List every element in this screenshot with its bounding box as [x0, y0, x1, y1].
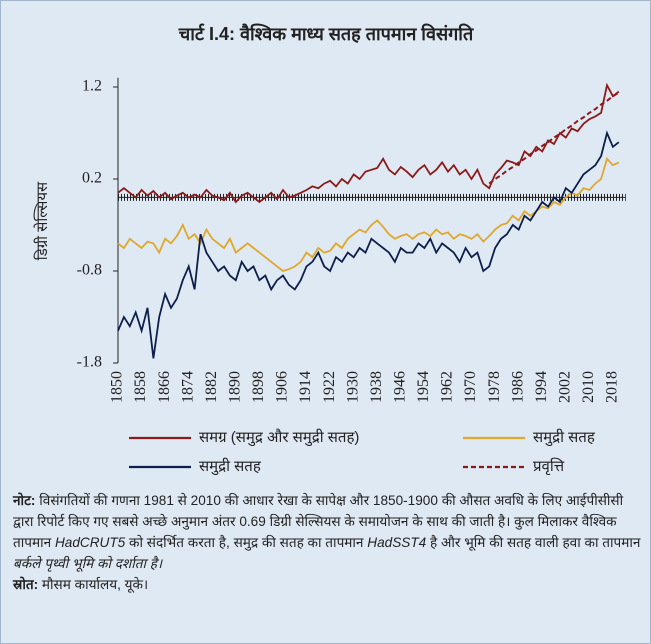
- x-tick-label: 1978: [486, 371, 503, 403]
- note-text: HadSST4: [367, 535, 427, 550]
- note-label: नोट:: [13, 493, 36, 508]
- series-line: [117, 157, 620, 272]
- x-tick-label: 1858: [132, 371, 149, 403]
- x-tick-label: 1914: [297, 371, 314, 403]
- series-line: [117, 82, 620, 204]
- x-tick-label: 1890: [227, 371, 244, 403]
- x-tick-label: 1938: [368, 371, 385, 403]
- series-line: [488, 91, 620, 185]
- x-tick-label: 1946: [391, 371, 408, 403]
- x-tick-label: 1850: [109, 371, 126, 403]
- x-tick-label: 1962: [439, 371, 456, 403]
- x-tick-label: 2018: [604, 371, 621, 403]
- note-text: है और भूमि की सतह वाली हवा का तापमान: [426, 535, 641, 550]
- y-tick-label: 0.2: [82, 170, 102, 187]
- source-label: स्रोत:: [13, 577, 39, 592]
- note: नोट: विसंगतियों की गणना 1981 से 2010 की …: [13, 490, 641, 574]
- y-tick-label: -1.8: [77, 354, 102, 371]
- x-tick-label: 1970: [462, 371, 479, 403]
- note-text: HadCRUT5: [54, 535, 126, 550]
- x-tick-label: 1930: [344, 371, 361, 403]
- x-tick-label: 1906: [274, 371, 291, 403]
- x-tick-label: 2010: [580, 371, 597, 403]
- x-tick-label: 1994: [533, 371, 550, 403]
- note-text: बर्कले पृथ्वी भूमि को दर्शाता है।: [13, 556, 163, 571]
- x-tick-label: 1866: [156, 371, 173, 403]
- x-tick-label: 1898: [250, 371, 267, 403]
- y-tick-label: 1.2: [82, 78, 102, 95]
- source: स्रोत: मौसम कार्यालय, यूके।: [13, 574, 641, 595]
- series-line: [117, 130, 620, 359]
- x-tick-label: 2002: [556, 371, 573, 403]
- x-tick-label: 1954: [415, 371, 432, 403]
- y-tick-label: -0.8: [77, 262, 102, 279]
- x-tick-label: 1922: [321, 371, 338, 403]
- legend-label: समुद्री सतह: [533, 428, 596, 447]
- notes: नोट: विसंगतियों की गणना 1981 से 2010 की …: [13, 490, 641, 595]
- x-tick-label: 1874: [179, 371, 196, 403]
- legend-label: समुद्री सतह: [199, 457, 262, 476]
- y-axis-label: डिग्री सेल्सियस: [33, 181, 51, 260]
- x-tick-label: 1986: [509, 371, 526, 403]
- source-text: मौसम कार्यालय, यूके।: [41, 577, 149, 592]
- chart-title: चार्ट I.4: वैश्विक माध्य सतह तापमान विसं…: [178, 23, 474, 44]
- x-tick-label: 1882: [203, 371, 220, 403]
- chart: चार्ट I.4: वैश्विक माध्य सतह तापमान विसं…: [33, 23, 626, 476]
- legend-label: प्रवृत्ति: [533, 457, 565, 476]
- note-text: विसंगतियों की गणना 1981 से 2010 की आधार …: [13, 493, 624, 550]
- legend-label: समग्र (समुद्र और समुद्री सतह): [199, 428, 359, 447]
- note-text: को संदर्भित करता है, समुद्र की सतह का ता…: [125, 535, 368, 550]
